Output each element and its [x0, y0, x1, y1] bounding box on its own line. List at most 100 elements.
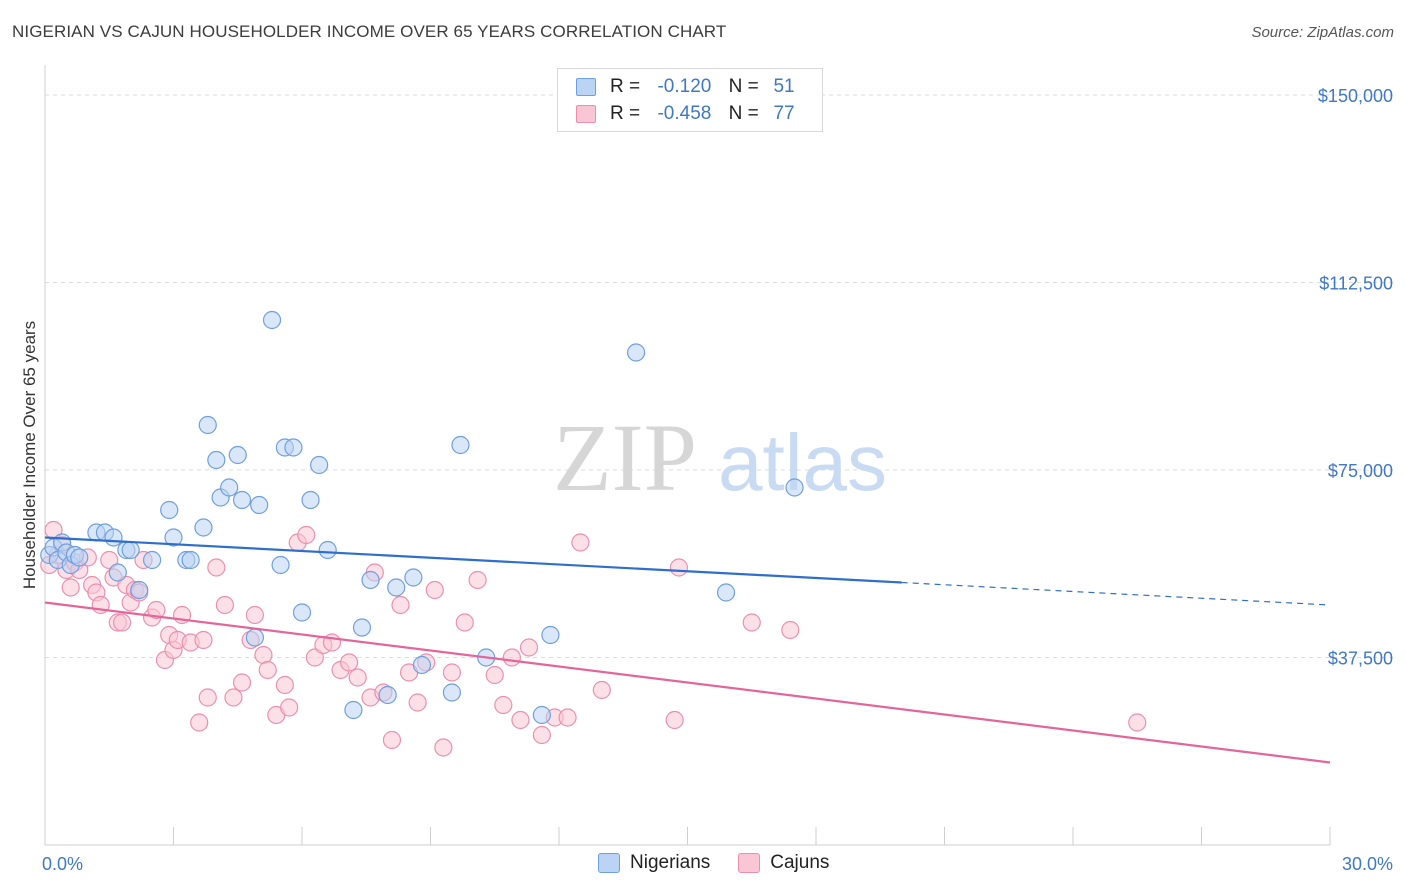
nigerians-point [245, 628, 264, 647]
nigerians-point [442, 683, 462, 702]
cajuns-point [275, 675, 294, 695]
nigerians-point [451, 435, 470, 455]
nigerians-point [108, 563, 127, 582]
watermark: ZIP atlas [553, 404, 887, 511]
legend-row-nigerians: R = -0.120 N = 51 [576, 74, 804, 100]
nigerians-point [271, 555, 290, 575]
nigerians-point [292, 603, 312, 622]
legend-n-label: N = [728, 103, 759, 124]
nigerians-point [130, 580, 149, 600]
nigerians-point [228, 445, 247, 465]
cajuns-point [340, 653, 359, 672]
nigerians-point [194, 518, 213, 537]
cajuns-point [198, 688, 217, 707]
cajuns-point [190, 713, 209, 732]
legend-item-cajuns: Cajuns [738, 852, 829, 874]
nigerians-point [387, 578, 406, 597]
cajuns-legend-label: Cajuns [770, 852, 830, 873]
nigerians-swatch [576, 78, 596, 96]
legend-n-value: 51 [773, 76, 795, 97]
cajuns-point [215, 595, 234, 615]
cajuns-point [232, 673, 252, 692]
cajuns-points [40, 520, 1147, 757]
nigerians-point [412, 655, 432, 675]
source-label: Source: ZipAtlas.com [1251, 24, 1394, 41]
cajuns-point [511, 710, 530, 730]
nigerians-point [716, 583, 736, 602]
cajuns-point [391, 595, 410, 615]
axes [44, 65, 1331, 846]
cajuns-point [742, 613, 761, 632]
y-tick-label: $75,000 [1328, 461, 1393, 481]
nigerians-point [318, 540, 337, 560]
nigerians-point [160, 500, 179, 520]
nigerians-legend-swatch [598, 853, 620, 873]
cajuns-point [305, 648, 324, 667]
cajuns-point [669, 558, 689, 577]
nigerians-point [301, 490, 320, 510]
nigerians-point [104, 528, 123, 547]
cajuns-point [1128, 713, 1147, 732]
nigerians-point [250, 495, 269, 515]
nigerians-point [207, 450, 226, 470]
cajuns-trend-line [44, 601, 1331, 764]
nigerians-point [352, 618, 372, 637]
watermark-atlas: atlas [718, 418, 887, 507]
legend-r-value: -0.458 [657, 103, 712, 124]
legend-n-label: N = [728, 76, 759, 97]
nigerians-point [404, 568, 423, 587]
cajuns-point [781, 620, 800, 640]
nigerians-point [310, 455, 329, 475]
nigerians-point [262, 310, 282, 330]
nigerians-point [532, 705, 551, 725]
x-tick-label-start: 0.0% [42, 854, 83, 874]
x-tick-labels: 0.0% 30.0% [42, 854, 1393, 874]
nigerians-point [626, 343, 646, 362]
cajuns-point [224, 688, 243, 707]
cajuns-point [442, 663, 462, 682]
cajuns-point [408, 693, 427, 712]
legend-row-cajuns: R = -0.458 N = 77 [576, 101, 804, 127]
cajuns-point [207, 558, 226, 577]
cajuns-point [558, 708, 577, 727]
nigerians-point [378, 685, 397, 705]
watermark-zip: ZIP [553, 404, 697, 511]
nigerians-point [232, 490, 252, 510]
nigerians-point [164, 528, 183, 547]
cajuns-point [382, 730, 402, 750]
cajuns-point [61, 578, 80, 597]
nigerians-point [220, 478, 239, 497]
nigerians-points [40, 310, 804, 725]
cajuns-point [425, 580, 444, 600]
y-tick-label: $112,500 [1319, 274, 1393, 294]
cajuns-point [665, 710, 684, 730]
trend-lines [44, 536, 1331, 764]
cajuns-point [455, 613, 474, 632]
cajuns-point [258, 660, 277, 680]
nigerians-legend-label: Nigerians [630, 852, 711, 873]
nigerians-point [70, 548, 89, 567]
cajuns-point [245, 605, 264, 625]
cajuns-point [297, 525, 316, 545]
chart-title: NIGERIAN VS CAJUN HOUSEHOLDER INCOME OVE… [12, 22, 727, 41]
cajuns-swatch [576, 105, 596, 123]
legend-r-value: -0.120 [657, 76, 712, 97]
legend-item-nigerians: Nigerians [598, 852, 710, 874]
cajuns-point [100, 550, 119, 570]
nigerians-point [344, 700, 363, 720]
series-legend: Nigerians Cajuns [598, 852, 857, 874]
nigerians-point [361, 570, 380, 590]
cajuns-point [502, 648, 521, 667]
nigerians-point [142, 550, 162, 570]
cajuns-point [494, 695, 513, 715]
cajuns-point [147, 600, 166, 620]
nigerians-point [181, 550, 200, 570]
y-tick-label: $150,000 [1318, 86, 1393, 106]
cajuns-point [434, 738, 453, 757]
cajuns-point [485, 665, 504, 685]
nigerians-trend-line [44, 536, 902, 584]
cajuns-point [280, 698, 299, 717]
stats-legend: R = -0.120 N = 51 R = -0.458 N = 77 [557, 68, 823, 132]
cajuns-point [254, 645, 273, 665]
